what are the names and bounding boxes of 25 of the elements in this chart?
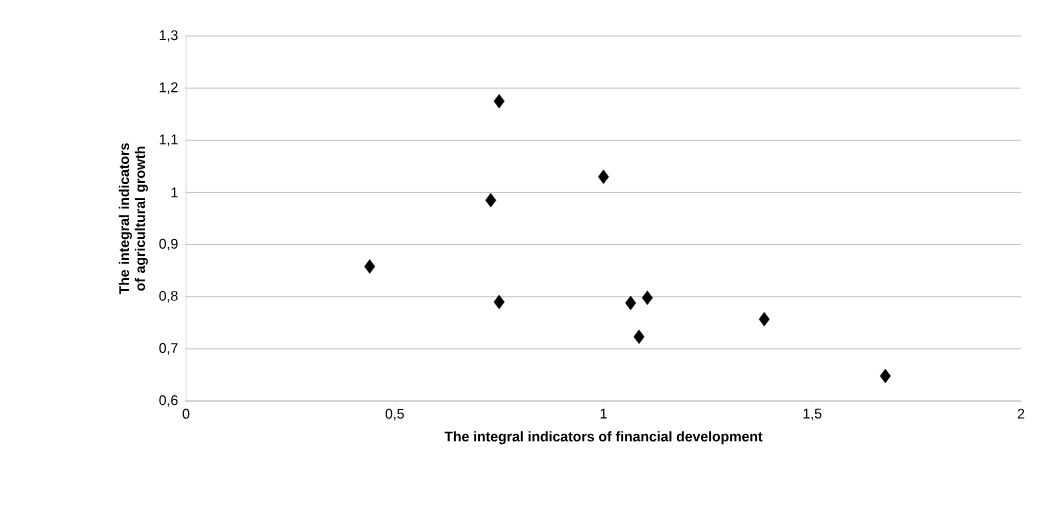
- x-tick-label: 0,5: [385, 408, 404, 421]
- point: [625, 295, 637, 311]
- x-tick-label: 1,5: [803, 408, 822, 421]
- y-tick-label: 1: [171, 187, 178, 198]
- x-axis-title: The integral indicators of financial development: [444, 431, 763, 445]
- y-tick-label: 0,7: [159, 343, 178, 355]
- point: [364, 259, 376, 274]
- point: [485, 193, 497, 208]
- y-tick-label: 1,2: [159, 82, 178, 94]
- y-tick-label: 1,1: [159, 134, 178, 146]
- point: [493, 93, 505, 109]
- x-tick-label: 0: [182, 408, 190, 419]
- point: [641, 290, 653, 305]
- y-tick-label: 0,6: [159, 395, 178, 407]
- point: [598, 169, 609, 184]
- point: [758, 311, 770, 327]
- y-tick-label: 1,3: [159, 30, 178, 42]
- point: [879, 368, 891, 384]
- y-axis-title: The integral indicators of agricultural growth: [118, 143, 148, 295]
- y-tick-label: 0,9: [159, 238, 178, 251]
- y-tick-label: 0,8: [159, 290, 178, 303]
- point: [493, 294, 505, 310]
- x-tick-label: 2: [1017, 408, 1025, 419]
- point: [633, 329, 645, 345]
- x-tick-label: 1: [600, 408, 607, 419]
